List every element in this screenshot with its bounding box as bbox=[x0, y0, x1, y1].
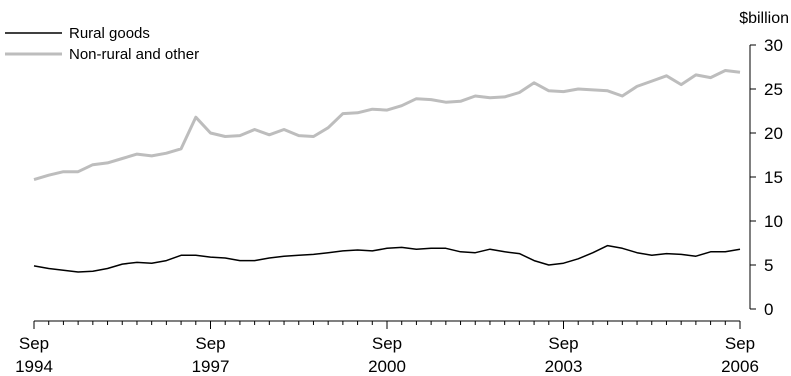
series-line-rural-goods bbox=[33, 244, 741, 273]
x-tick-label-month: Sep bbox=[195, 334, 225, 353]
x-axis: Sep 1994 Sep 1997 Sep 2000 Sep 2003 Sep 2006 bbox=[15, 320, 759, 376]
legend-label: Non-rural and other bbox=[69, 46, 199, 63]
y-tick-label: 30 bbox=[764, 36, 783, 55]
y-tick-label: 25 bbox=[764, 80, 783, 99]
x-tick-label-year: 1997 bbox=[192, 357, 230, 376]
legend: Rural goods Non-rural and other bbox=[5, 25, 199, 63]
x-tick-label-year: 2003 bbox=[545, 357, 583, 376]
x-tick-label-month: Sep bbox=[372, 334, 402, 353]
x-tick-label-month: Sep bbox=[19, 334, 49, 353]
y-axis: 0 5 10 15 20 25 30 bbox=[749, 36, 783, 319]
x-tick-label-month: Sep bbox=[548, 334, 578, 353]
y-tick-label: 5 bbox=[764, 256, 773, 275]
y-tick-label: 20 bbox=[764, 124, 783, 143]
x-tick-label-year: 2006 bbox=[721, 357, 759, 376]
legend-label: Rural goods bbox=[69, 25, 150, 42]
y-tick-label: 15 bbox=[764, 168, 783, 187]
y-tick-label: 0 bbox=[764, 300, 773, 319]
plot-area bbox=[33, 69, 741, 273]
series-line-non-rural-and-other bbox=[33, 69, 741, 182]
x-tick-label-year: 2000 bbox=[368, 357, 406, 376]
x-tick-label-year: 1994 bbox=[15, 357, 53, 376]
y-axis-unit-label: $billion bbox=[739, 10, 789, 27]
x-tick-label-month: Sep bbox=[725, 334, 755, 353]
y-tick-label: 10 bbox=[764, 212, 783, 231]
